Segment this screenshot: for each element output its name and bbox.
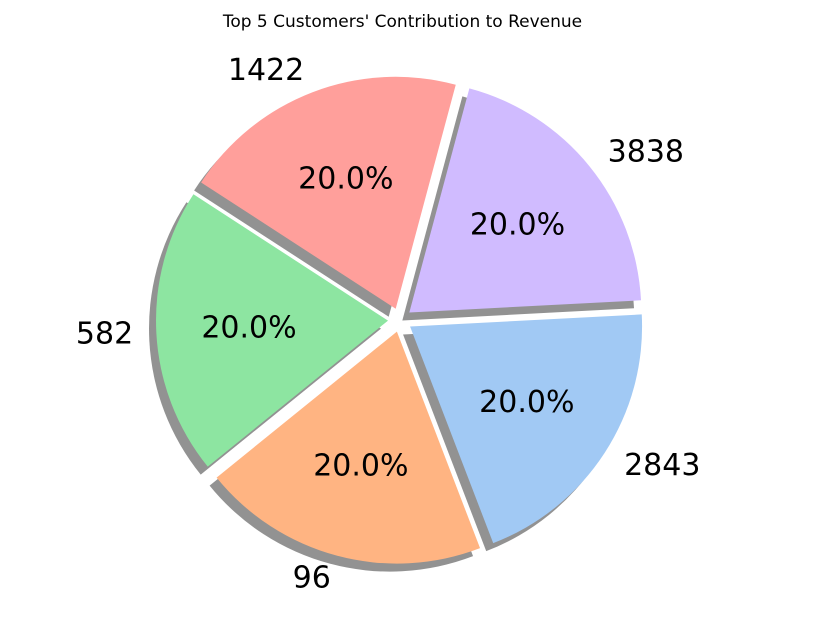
- slice-label-2843: 2843: [624, 448, 700, 483]
- slice-label-3838: 3838: [608, 134, 684, 169]
- percent-label-1422: 20.0%: [298, 161, 393, 196]
- pie-slice-1422: [201, 76, 456, 309]
- percent-label-582: 20.0%: [201, 310, 296, 345]
- slice-text: 20.0% 1422 20.0% 582 20.0% 96 20.0% 2843 20.0% 38…: [76, 53, 701, 596]
- percent-label-96: 20.0%: [313, 449, 408, 484]
- slice-label-96: 96: [293, 561, 331, 596]
- pie-slice-96: [216, 331, 481, 564]
- pie-slice-3838: [409, 88, 642, 313]
- pie-slice-2843: [410, 314, 643, 544]
- percent-label-3838: 20.0%: [470, 207, 565, 242]
- slice-label-582: 582: [76, 316, 133, 351]
- percent-label-2843: 20.0%: [479, 385, 574, 420]
- pie-slice-582: [156, 194, 389, 467]
- chart-title: Top 5 Customers' Contribution to Revenue: [222, 12, 583, 32]
- slice-label-1422: 1422: [228, 53, 304, 88]
- slices: [156, 76, 643, 564]
